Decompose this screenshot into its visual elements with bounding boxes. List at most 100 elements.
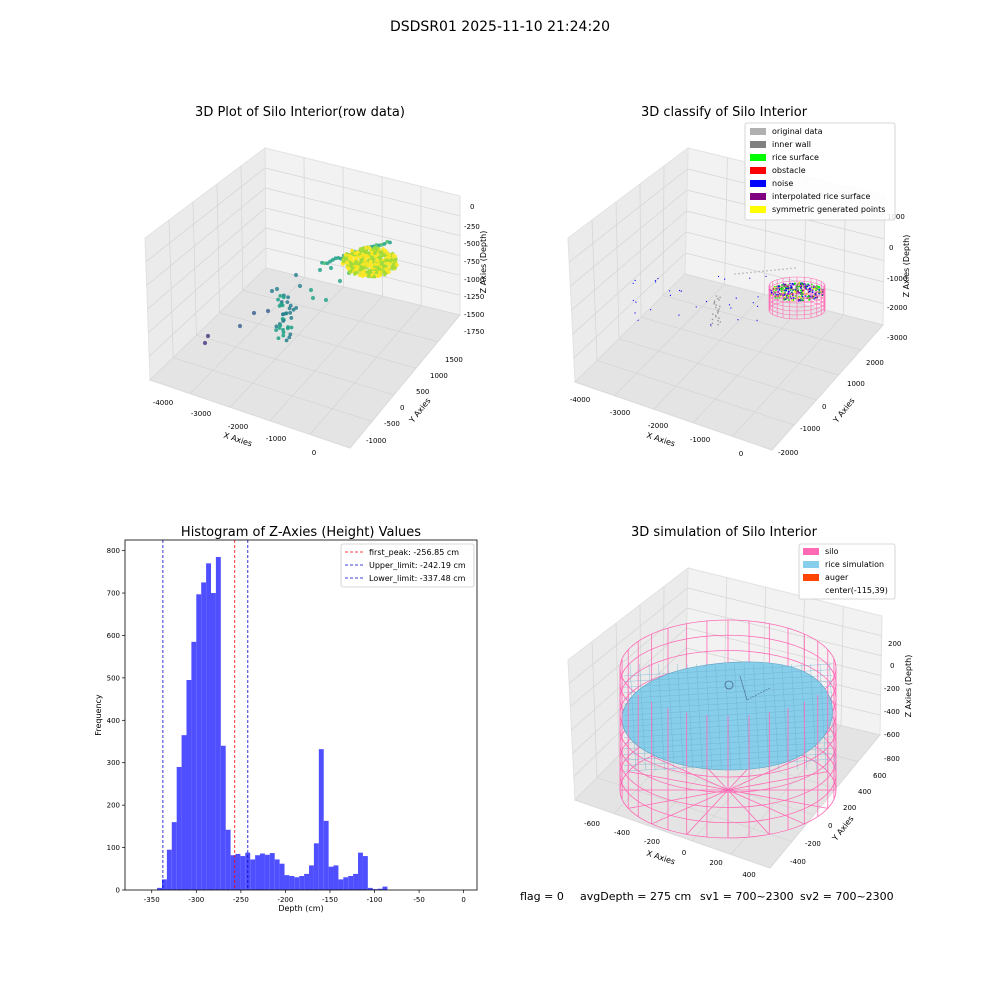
silo-floor-spoke — [651, 789, 729, 825]
original-data-point — [738, 272, 740, 275]
original-data-point — [710, 325, 712, 327]
panel2-y-tick: 2000 — [866, 359, 884, 367]
raw-data-point — [380, 253, 385, 257]
pane-grid-line — [571, 210, 687, 311]
raw-data-point — [361, 274, 365, 278]
raw-data-point — [343, 253, 348, 257]
raw-data-point — [383, 248, 388, 253]
histogram-x-tick-label: 0 — [461, 896, 465, 904]
pane-grid-line — [653, 294, 765, 410]
original-data-point — [758, 270, 760, 273]
raw-data-point — [376, 265, 380, 270]
rice-mesh-line — [623, 686, 833, 699]
rice-mesh-line — [753, 663, 760, 771]
classified-point — [794, 291, 797, 294]
raw-data-point — [387, 253, 392, 257]
original-data-point — [715, 295, 718, 297]
classified-point — [801, 289, 804, 292]
histogram-y-tick-label: 0 — [116, 887, 120, 895]
raw-data-point — [393, 259, 397, 263]
histogram-bar — [289, 876, 295, 890]
raw-data-point — [372, 251, 377, 256]
legend-swatch-symmetric-generated-points — [750, 206, 766, 213]
panel4-z-ticks: 200 0 -200 -400 -600 -800 — [884, 640, 901, 763]
panel4-z-tick: 200 — [888, 640, 901, 648]
histogram-legend: first_peak: -256.85 cm Upper_limit: -242… — [340, 543, 475, 588]
pane-grid-line — [265, 187, 461, 237]
raw-data-point — [353, 267, 358, 272]
panel4-x-tick: 200 — [709, 859, 722, 867]
classified-point — [781, 288, 783, 291]
original-data-point — [770, 269, 772, 272]
histogram-bar — [279, 863, 285, 890]
original-data-point — [713, 303, 715, 305]
raw-data-point — [285, 326, 290, 331]
panel1-z-tick: -250 — [464, 223, 480, 231]
raw-data-point — [385, 258, 390, 263]
panel-simulation-3d: 3D simulation of Silo Interior -600 -400… — [567, 525, 913, 879]
legend-swatch-silo — [803, 548, 819, 555]
raw-data-point — [368, 259, 373, 264]
pane-grid-line — [596, 777, 793, 842]
legend-swatch-rice-surface — [750, 154, 766, 161]
classified-point — [790, 286, 793, 289]
classified-point — [807, 295, 810, 297]
histogram-y-tick-label: 500 — [107, 674, 120, 682]
histogram-bar — [348, 876, 354, 890]
raw-data-point — [286, 295, 291, 300]
histogram-x-tick-label: -300 — [188, 896, 204, 904]
panel-histogram: Histogram of Z-Axies (Height) Values -35… — [94, 525, 478, 913]
raw-data-point — [287, 335, 292, 340]
pane-grid-line — [219, 312, 417, 369]
raw-data-point — [356, 250, 360, 255]
classified-point — [795, 295, 797, 297]
original-data-point — [754, 271, 756, 273]
noise-point — [655, 281, 657, 283]
panel4-y-tick: -400 — [790, 858, 806, 866]
histogram-bar — [260, 853, 265, 890]
histogram-x-tick-label: -150 — [322, 896, 338, 904]
raw-data-point — [379, 250, 384, 255]
original-data-point — [782, 268, 784, 271]
rice-mesh-line — [829, 663, 836, 771]
panel2-floor-pane — [574, 273, 884, 451]
histogram-bar — [191, 641, 197, 890]
panel1-z-tick: 0 — [470, 203, 474, 211]
panel1-z-tick: -1750 — [464, 328, 484, 336]
histogram-bar — [215, 556, 221, 890]
raw-data-point — [353, 251, 358, 256]
legend-swatch-obstacle — [750, 167, 766, 174]
classified-point — [813, 287, 816, 290]
original-data-point — [713, 300, 716, 303]
histogram-bar — [269, 853, 275, 890]
original-data-point — [778, 268, 780, 271]
panel1-z-tick: -1500 — [464, 311, 484, 319]
silo-floor-spoke — [727, 789, 805, 825]
histogram-bar — [304, 873, 310, 890]
panel2-x-tick: -2000 — [648, 422, 668, 430]
legend-swatch-auger — [803, 574, 819, 581]
pane-grid-line — [148, 227, 266, 333]
panel4-legend-box — [798, 543, 896, 600]
legend-swatch-rice-simulation — [803, 561, 819, 568]
raw-data-point — [284, 338, 289, 343]
histogram-y-tick-label: 200 — [107, 802, 120, 810]
rice-mesh-line — [734, 663, 741, 771]
panel4-z-tick: 0 — [890, 662, 894, 670]
histogram-bar — [299, 876, 305, 890]
pane-grid-line — [570, 189, 688, 287]
original-data-point — [717, 309, 719, 312]
raw-data-point — [353, 256, 358, 261]
panel2-z-tick: 1000 — [887, 213, 905, 221]
noise-point — [635, 301, 637, 303]
panel4-y-tick: -200 — [805, 840, 821, 848]
panel2-legend-box — [744, 122, 896, 221]
footer-flag: flag = 0 — [520, 890, 564, 903]
panel1-floor-pane — [149, 267, 461, 449]
histogram-bar — [362, 856, 368, 890]
panel4-auger — [724, 675, 771, 701]
classified-point — [802, 291, 805, 293]
raw-data-point — [276, 336, 281, 341]
original-data-point — [774, 269, 776, 271]
